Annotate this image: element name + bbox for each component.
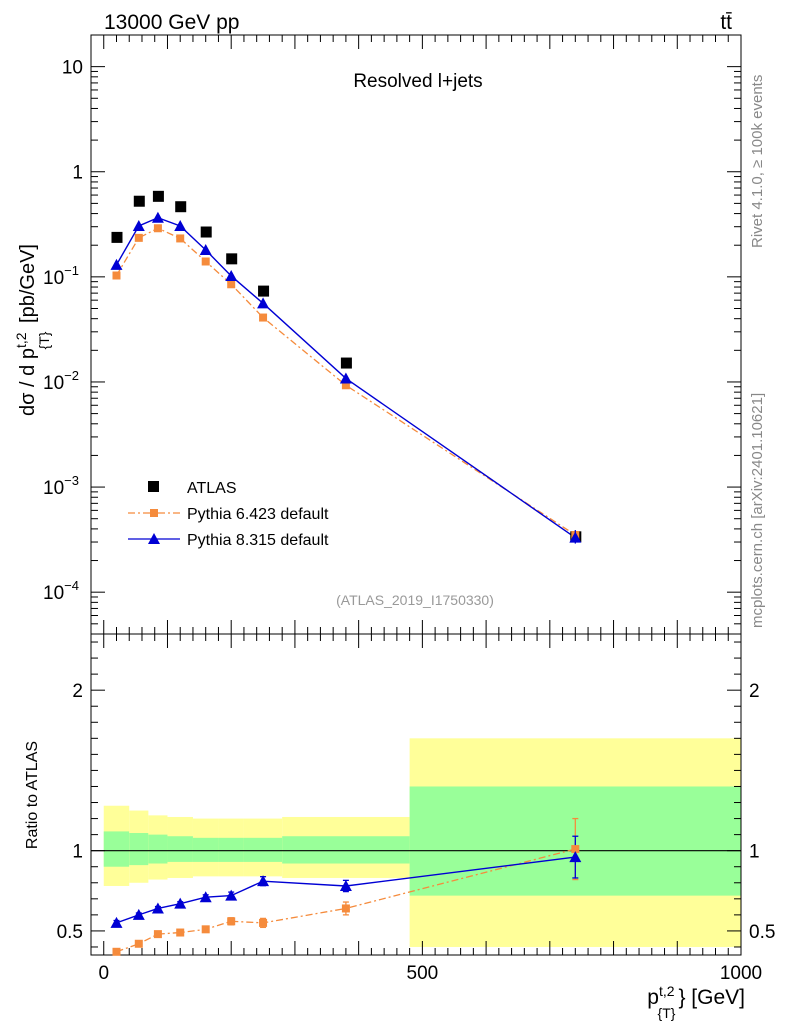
ratio-panel: 0.5 0.5 1 1 2 2 0 500 1000 Ratio to ATLAS pt,2 {T…	[24, 633, 775, 1021]
legend-pythia6-marker	[150, 509, 158, 517]
process-label: tt̄	[720, 11, 732, 34]
atlas-point	[258, 285, 270, 297]
legend-pythia8-label: Pythia 8.315 default	[187, 532, 329, 549]
atlas-point	[226, 253, 238, 265]
pythia8-ratio-point	[257, 875, 270, 887]
inner-uncertainty-band	[103, 831, 130, 867]
atlas-point	[200, 226, 212, 238]
main-axes: 10−4 10−3 10−2 10−1 1 10	[43, 34, 742, 635]
legend: ATLAS Pythia 6.423 default Pythia 8.315 …	[128, 480, 329, 549]
ratio-y-axis-label: Ratio to ATLAS	[24, 741, 41, 849]
pythia6-ratio-point	[153, 930, 162, 939]
pythia6-point	[153, 224, 162, 233]
legend-atlas-label: ATLAS	[187, 480, 237, 497]
pythia6-point	[259, 313, 268, 322]
pythia6-ratio-point	[259, 918, 268, 927]
pythia6-point	[134, 233, 143, 242]
ratio-y-tick-label-left: 1	[72, 842, 83, 863]
ratio-y-tick-label-left: 0.5	[57, 922, 83, 943]
pythia8-ratio-point	[151, 902, 164, 914]
ratio-y-tick-label-right: 0.5	[749, 922, 775, 943]
pythia6-ratio-point	[571, 845, 580, 854]
pythia6-ratio-point	[227, 917, 236, 926]
pythia6-point	[176, 234, 185, 243]
ratio-y-tick-label-left: 2	[72, 681, 83, 702]
ratio-uncertainty-bands	[103, 738, 741, 947]
atlas-point	[175, 201, 187, 213]
pythia8-point	[225, 269, 238, 281]
energy-label: 13000 GeV pp	[104, 11, 239, 34]
inner-uncertainty-band	[218, 837, 244, 862]
legend-pythia8-marker	[148, 533, 160, 544]
x-tick-label: 0	[98, 963, 109, 984]
atlas-point	[152, 190, 164, 202]
side-label-top: Rivet 4.1.0, ≥ 100k events	[749, 75, 766, 248]
inner-uncertainty-band	[243, 837, 283, 862]
y-tick-label: 10−4	[43, 578, 79, 604]
y-tick-label: 1	[72, 163, 83, 184]
pythia8-ratio-point	[225, 889, 238, 901]
x-axis-label: pt,2 {T}} [GeV]	[647, 983, 745, 1021]
ratio-y-tick-label-right: 2	[749, 681, 760, 702]
pythia6-point	[112, 271, 121, 280]
atlas-point	[340, 357, 352, 369]
pythia6-point	[341, 381, 350, 390]
y-tick-label: 10	[62, 58, 83, 79]
pythia6-ratio-point	[112, 947, 121, 956]
main-panel: Resolved l+jets (ATLAS_2019_I1750330) dσ…	[13, 34, 742, 635]
pythia6-point	[227, 280, 236, 289]
inner-uncertainty-band	[192, 837, 219, 862]
pythia6-ratio-point	[176, 928, 185, 937]
atlas-point	[111, 231, 123, 243]
pythia6-ratio-point	[134, 939, 143, 948]
pythia6-ratio-point	[201, 925, 210, 934]
ratio-y-tick-label-right: 1	[749, 842, 760, 863]
legend-atlas-marker	[148, 481, 159, 492]
pythia6-ratio-point	[341, 904, 350, 913]
pythia8-point	[132, 219, 145, 231]
pythia8-ratio-point	[174, 897, 187, 909]
pythia8-ratio-point	[199, 891, 212, 903]
pythia8-ratio-point	[110, 916, 123, 928]
y-tick-label: 10−2	[43, 368, 79, 394]
atlas-point	[133, 195, 145, 207]
pythia8-point	[110, 258, 123, 270]
inner-uncertainty-band	[129, 833, 149, 866]
x-tick-label: 1000	[720, 963, 762, 984]
pythia8-point	[257, 297, 270, 309]
side-label-bottom: mcplots.cern.ch [arXiv:2401.10621]	[749, 393, 766, 628]
pythia8-ratio-point	[132, 908, 145, 920]
x-tick-label: 500	[407, 963, 439, 984]
legend-pythia6-label: Pythia 6.423 default	[187, 506, 329, 523]
pythia8-ratio-point	[569, 851, 582, 863]
inner-uncertainty-band	[148, 834, 168, 864]
pythia8-point	[174, 219, 187, 231]
main-data-marks	[110, 190, 582, 544]
y-tick-label: 10−1	[43, 263, 79, 289]
ratio-data-marks	[110, 817, 582, 956]
chart-title: Resolved l+jets	[353, 71, 482, 92]
ratio-axes: 0.5 0.5 1 1 2 2 0 500 1000	[57, 633, 775, 984]
pythia8-point	[151, 211, 164, 223]
pythia8-point	[339, 372, 352, 384]
pythia6-point	[201, 257, 210, 266]
pythia8-ratio-point	[339, 879, 352, 891]
inner-uncertainty-band	[167, 836, 193, 862]
analysis-watermark: (ATLAS_2019_I1750330)	[336, 592, 494, 608]
pythia8-point	[199, 244, 212, 256]
y-tick-label: 10−3	[43, 473, 79, 499]
inner-uncertainty-band	[282, 836, 410, 864]
ratio-frame	[90, 633, 742, 956]
